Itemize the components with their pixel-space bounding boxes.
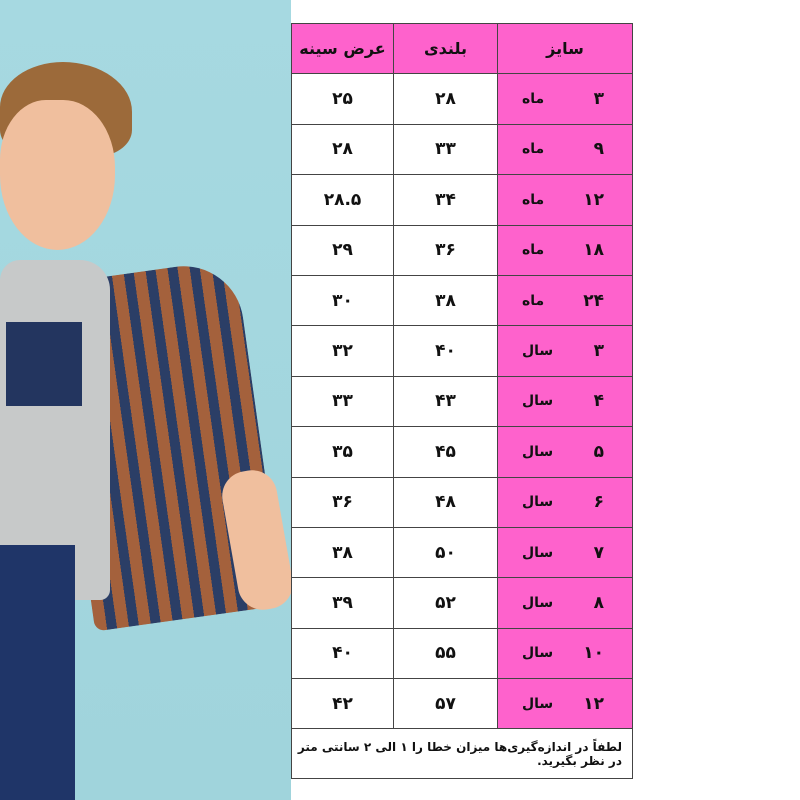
table-row: ۷ سال ۵۰ ۳۸ [291,526,633,579]
size-value: ۳ [593,89,604,110]
chest-cell: ۲۸.۵ [291,174,394,226]
size-unit: سال [522,544,554,561]
size-value: ۴ [593,391,604,412]
chest-cell: ۳۳ [291,375,394,428]
header-size: سایز [497,22,633,75]
table-row: ۹ ماه ۳۳ ۲۸ [291,123,633,176]
height-cell: ۴۵ [393,426,498,478]
chest-cell: ۴۲ [291,678,394,730]
height-cell: ۵۲ [393,577,498,629]
size-value: ۲۴ [583,290,604,311]
height-cell: ۳۸ [393,274,498,327]
table-row: ۸ سال ۵۲ ۳۹ [291,577,633,629]
chest-cell: ۳۲ [291,325,394,377]
header-height: بلندی [393,22,498,75]
table-row: ۱۲ ماه ۳۴ ۲۸.۵ [291,174,633,226]
size-value: ۱۸ [583,240,604,261]
chest-cell: ۲۵ [291,73,394,125]
chest-cell: ۴۰ [291,627,394,680]
size-value: ۱۰ [583,643,604,664]
size-cell: ۸ سال [497,577,633,629]
size-unit: سال [522,393,554,410]
size-cell: ۱۲ سال [497,678,633,730]
size-unit: سال [522,645,554,662]
size-value: ۶ [593,492,604,513]
pants [0,545,75,800]
boy-face [0,100,115,250]
height-cell: ۳۴ [393,174,498,226]
size-cell: ۱۰ سال [497,627,633,680]
size-cell: ۹ ماه [497,123,633,176]
product-photo [0,0,291,800]
measurement-note: لطفاً در اندازه‌گیری‌ها میزان خطا را ۱ ا… [291,728,633,780]
header-row: سایز بلندی عرض سینه [291,22,633,75]
height-cell: ۴۳ [393,375,498,428]
height-cell: ۴۸ [393,476,498,528]
table-row: ۳ ماه ۲۸ ۲۵ [291,73,633,125]
table-row: ۴ سال ۴۳ ۳۳ [291,375,633,428]
size-unit: سال [522,695,554,712]
height-cell: ۵۵ [393,627,498,680]
header-chest: عرض سینه [291,22,394,75]
size-cell: ۱۸ ماه [497,224,633,276]
chest-cell: ۳۰ [291,274,394,327]
size-unit: سال [522,594,554,611]
height-cell: ۳۶ [393,224,498,276]
table-row: ۶ سال ۴۸ ۳۶ [291,476,633,528]
size-unit: سال [522,343,554,360]
size-unit: ماه [522,141,545,158]
size-value: ۵ [593,441,604,462]
size-chart-table: سایز بلندی عرض سینه ۳ ماه ۲۸ ۲۵ ۹ ماه ۳۳ ۲۸… [291,22,633,780]
chest-cell: ۲۸ [291,123,394,176]
chest-cell: ۳۵ [291,426,394,478]
chest-cell: ۳۶ [291,476,394,528]
size-value: ۹ [593,139,604,160]
size-cell: ۷ سال [497,526,633,579]
shirt-pocket [6,322,82,406]
size-cell: ۱۲ ماه [497,174,633,226]
size-value: ۷ [593,542,604,563]
height-cell: ۵۷ [393,678,498,730]
size-value: ۱۲ [583,693,604,714]
gray-shirt [0,260,110,600]
size-unit: ماه [522,91,545,108]
height-cell: ۳۳ [393,123,498,176]
size-unit: ماه [522,191,545,208]
height-cell: ۲۸ [393,73,498,125]
table-row: ۵ سال ۴۵ ۳۵ [291,426,633,478]
size-unit: سال [522,494,554,511]
size-value: ۱۲ [583,189,604,210]
size-cell: ۶ سال [497,476,633,528]
chest-cell: ۳۹ [291,577,394,629]
table-row: ۲۴ ماه ۳۸ ۳۰ [291,274,633,327]
size-value: ۳ [593,341,604,362]
table-row: ۱۸ ماه ۳۶ ۲۹ [291,224,633,276]
chest-cell: ۳۸ [291,526,394,579]
size-unit: سال [522,443,554,460]
table-row: ۳ سال ۴۰ ۳۲ [291,325,633,377]
table-row: ۱۲ سال ۵۷ ۴۲ [291,678,633,730]
height-cell: ۴۰ [393,325,498,377]
chest-cell: ۲۹ [291,224,394,276]
size-cell: ۳ سال [497,325,633,377]
table-row: ۱۰ سال ۵۵ ۴۰ [291,627,633,680]
size-cell: ۲۴ ماه [497,274,633,327]
size-value: ۸ [593,592,604,613]
size-cell: ۵ سال [497,426,633,478]
size-unit: ماه [522,292,545,309]
size-unit: ماه [522,242,545,259]
size-cell: ۴ سال [497,375,633,428]
size-cell: ۳ ماه [497,73,633,125]
height-cell: ۵۰ [393,526,498,579]
